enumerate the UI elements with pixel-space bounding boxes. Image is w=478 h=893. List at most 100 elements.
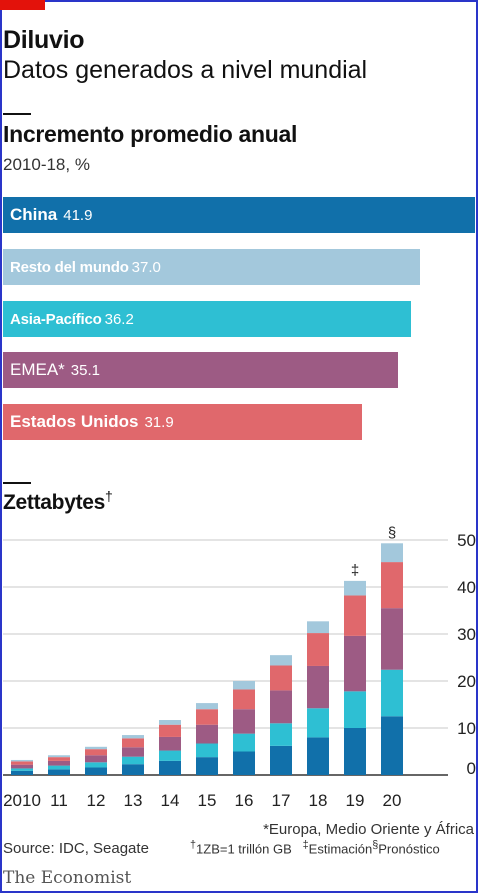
stack-segment-20-3 — [381, 562, 403, 609]
zettabytes-dagger: † — [105, 488, 113, 504]
emea-footnote: *Europa, Medio Oriente y África — [263, 821, 474, 838]
stack-segment-13-0 — [122, 764, 144, 775]
y-tick-label-0: 0 — [467, 759, 476, 778]
stack-segment-18-1 — [307, 708, 329, 738]
y-tick-label-40: 40 — [457, 578, 476, 597]
bar-mark-19: ‡ — [351, 562, 359, 579]
stack-segment-14-0 — [159, 760, 181, 775]
x-tick-label-11: 11 — [50, 791, 68, 810]
bar-value-resto-del-mundo: 37.0 — [131, 258, 161, 276]
stack-segment-20-0 — [381, 716, 403, 775]
x-tick-label-18: 18 — [309, 791, 328, 810]
stack-segment-14-1 — [159, 750, 181, 761]
zb-footnote: 1ZB=1 trillón GB — [196, 841, 292, 857]
stack-segment-17-4 — [270, 655, 292, 666]
stack-segment-11-2 — [48, 760, 70, 766]
zettabytes-title-text: Zettabytes — [3, 491, 106, 514]
stack-segment-17-0 — [270, 745, 292, 775]
stack-segment-12-3 — [85, 749, 107, 756]
stack-segment-2010-0 — [11, 770, 33, 775]
y-tick-label-50: 50 — [457, 531, 476, 550]
stack-segment-11-4 — [48, 755, 70, 758]
bar-mark-20: § — [388, 524, 396, 541]
bar-resto-del-mundo: Resto del mundo 37.0 — [3, 249, 420, 285]
stack-segment-2010-2 — [11, 764, 33, 769]
stack-segment-14-2 — [159, 736, 181, 751]
brand-logo: The Economist — [3, 868, 132, 888]
bar-value-asia-pacifico: 36.2 — [104, 310, 134, 328]
stack-segment-12-0 — [85, 767, 107, 775]
stack-segment-15-2 — [196, 724, 218, 744]
x-tick-label-16: 16 — [235, 791, 254, 810]
stack-segment-17-1 — [270, 723, 292, 746]
stack-segment-12-4 — [85, 746, 107, 750]
stack-segment-2010-4 — [11, 759, 33, 762]
section-rule-top — [3, 113, 31, 115]
bar-label-emea: EMEA* — [10, 360, 65, 379]
economist-red-tab — [0, 0, 45, 10]
zb-footnote-mark: † — [190, 839, 197, 851]
bar-label-estados-unidos: Estados Unidos — [10, 412, 139, 431]
bar-value-china: 41.9 — [63, 206, 93, 224]
bar-label-china: China — [10, 205, 58, 224]
stack-segment-16-1 — [233, 733, 255, 752]
stack-segment-12-1 — [85, 762, 107, 768]
source-note: Source: IDC, Seagate — [3, 840, 149, 857]
stack-segment-19-0 — [344, 728, 366, 775]
stack-segment-20-2 — [381, 608, 403, 670]
stack-segment-20-1 — [381, 669, 403, 717]
stack-segment-18-2 — [307, 665, 329, 709]
bar-estados-unidos: Estados Unidos 31.9 — [3, 404, 363, 440]
stack-segment-19-3 — [344, 595, 366, 636]
x-tick-label-17: 17 — [272, 791, 291, 810]
bar-asia-pacifico: Asia-Pacífico 36.2 — [3, 301, 411, 337]
stack-segment-19-4 — [344, 580, 366, 596]
stack-segment-16-3 — [233, 689, 255, 710]
x-tick-label-15: 15 — [198, 791, 217, 810]
stack-segment-19-1 — [344, 691, 366, 728]
stack-segment-13-3 — [122, 738, 144, 748]
stack-segment-18-0 — [307, 737, 329, 775]
stack-segment-15-0 — [196, 757, 218, 775]
x-tick-label-13: 13 — [124, 791, 143, 810]
stack-segment-20-4 — [381, 543, 403, 563]
stack-segment-13-4 — [122, 735, 144, 739]
stack-segment-11-0 — [48, 769, 70, 775]
stack-segment-16-2 — [233, 709, 255, 734]
section-rule-bottom — [3, 482, 31, 484]
stack-segment-11-3 — [48, 757, 70, 761]
stack-segment-15-4 — [196, 703, 218, 710]
bar-value-emea: 35.1 — [70, 361, 100, 379]
forecast-footnote: Pronóstico — [378, 841, 440, 857]
x-tick-label-14: 14 — [161, 791, 180, 810]
forecast-footnote-mark: § — [372, 839, 379, 851]
unit-footnotes: †1ZB=1 trillón GB ‡Estimación§Pronóstico — [190, 839, 440, 856]
stack-segment-11-1 — [48, 765, 70, 770]
stack-segment-15-3 — [196, 709, 218, 725]
bar-chart-subtitle: 2010-18, % — [3, 155, 90, 174]
stack-segment-17-2 — [270, 690, 292, 724]
bar-china: China 41.9 — [3, 197, 475, 233]
x-tick-label-20: 20 — [383, 791, 402, 810]
y-tick-label-30: 30 — [457, 625, 476, 644]
stack-segment-18-3 — [307, 633, 329, 666]
stack-segment-13-2 — [122, 747, 144, 757]
x-tick-label-2010: 2010 — [3, 791, 41, 810]
x-tick-label-19: 19 — [346, 791, 365, 810]
stack-segment-14-3 — [159, 724, 181, 737]
x-tick-label-12: 12 — [87, 791, 106, 810]
bar-label-asia-pacifico: Asia-Pacífico — [10, 310, 102, 328]
stack-segment-14-4 — [159, 720, 181, 725]
stack-segment-17-3 — [270, 665, 292, 691]
stack-segment-16-0 — [233, 751, 255, 775]
stack-segment-19-2 — [344, 635, 366, 692]
stack-segment-16-4 — [233, 681, 255, 690]
page-subtitle: Datos generados a nivel mundial — [3, 56, 368, 84]
bar-label-resto-del-mundo: Resto del mundo — [10, 258, 129, 276]
bar-chart-title: Incremento promedio anual — [3, 121, 298, 147]
bar-value-estados-unidos: 31.9 — [144, 413, 174, 431]
zettabytes-title: Zettabytes† — [3, 488, 113, 515]
y-tick-label-20: 20 — [457, 672, 476, 691]
stack-segment-2010-3 — [11, 761, 33, 765]
